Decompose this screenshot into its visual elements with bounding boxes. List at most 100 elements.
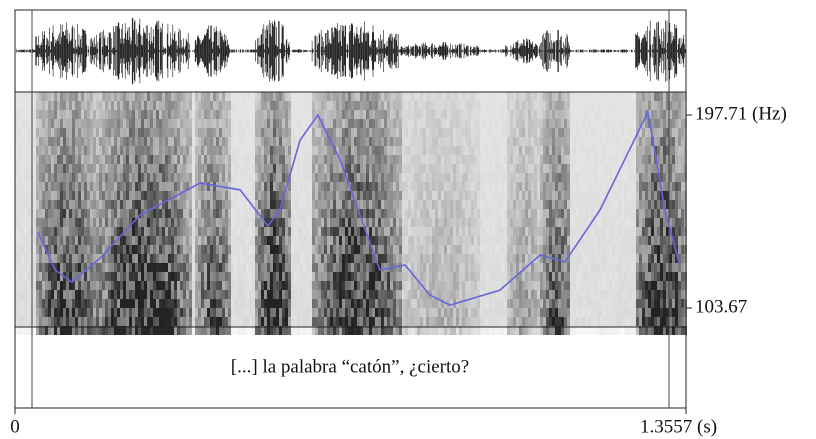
spectrogram-cell	[171, 155, 174, 164]
spectrogram-cell	[150, 119, 153, 128]
spectrogram-cell	[366, 128, 369, 137]
spectrogram-cell	[354, 281, 357, 290]
spectrogram-cell	[21, 200, 24, 209]
spectrogram-cell	[249, 191, 252, 200]
spectrogram-cell	[567, 119, 570, 128]
spectrogram-cell	[543, 263, 546, 272]
spectrogram-cell	[315, 263, 318, 272]
spectrogram-cell	[453, 317, 456, 326]
spectrogram-cell	[525, 236, 528, 245]
spectrogram-cell	[159, 182, 162, 191]
spectrogram-cell	[219, 236, 222, 245]
spectrogram-cell	[309, 182, 312, 191]
spectrogram-cell	[369, 209, 372, 218]
spectrogram-cell	[345, 317, 348, 326]
spectrogram-cell	[390, 254, 393, 263]
spectrogram-cell	[534, 218, 537, 227]
spectrogram-cell	[156, 209, 159, 218]
spectrogram-cell	[252, 128, 255, 137]
spectrogram-cell	[228, 317, 231, 326]
spectrogram-cell	[489, 227, 492, 236]
spectrogram-cell	[495, 200, 498, 209]
spectrogram-cell	[165, 218, 168, 227]
spectrogram-cell	[399, 209, 402, 218]
spectrogram-cell	[516, 101, 519, 110]
spectrogram-cell	[330, 290, 333, 299]
spectrogram-cell	[63, 254, 66, 263]
spectrogram-cell	[195, 299, 198, 308]
spectrogram-cell	[525, 227, 528, 236]
spectrogram-cell	[90, 254, 93, 263]
spectrogram-cell	[249, 101, 252, 110]
spectrogram-cell	[507, 290, 510, 299]
spectrogram-cell	[501, 173, 504, 182]
spectrogram-cell	[60, 200, 63, 209]
spectrogram-cell	[201, 155, 204, 164]
spectrogram-cell	[195, 137, 198, 146]
spectrogram-cell	[432, 218, 435, 227]
spectrogram-cell	[372, 263, 375, 272]
spectrogram-cell	[288, 281, 291, 290]
spectrogram-cell	[309, 128, 312, 137]
spectrogram-cell	[468, 272, 471, 281]
spectrogram-cell	[444, 92, 447, 101]
spectrogram-cell	[276, 110, 279, 119]
spectrogram-cell	[339, 317, 342, 326]
spectrogram-cell	[135, 191, 138, 200]
spectrogram-cell	[375, 218, 378, 227]
spectrogram-cell	[357, 182, 360, 191]
spectrogram-cell	[369, 101, 372, 110]
spectrogram-cell	[375, 227, 378, 236]
spectrogram-cell	[234, 281, 237, 290]
spectrogram-cell	[177, 308, 180, 317]
spectrogram-cell	[423, 119, 426, 128]
spectrogram-cell	[462, 191, 465, 200]
spectrogram-cell	[117, 92, 120, 101]
spectrogram-cell	[180, 110, 183, 119]
spectrogram-cell	[267, 299, 270, 308]
spectrogram-cell	[342, 146, 345, 155]
spectrogram-cell	[309, 164, 312, 173]
spectrogram-cell	[48, 227, 51, 236]
spectrogram-cell	[21, 254, 24, 263]
spectrogram-cell	[411, 128, 414, 137]
spectrogram-cell	[69, 317, 72, 326]
spectrogram-cell	[498, 263, 501, 272]
spectrogram-cell	[492, 101, 495, 110]
spectrogram-cell	[477, 317, 480, 326]
spectrogram-cell	[399, 137, 402, 146]
spectrogram-cell	[399, 308, 402, 317]
spectrogram-cell	[141, 164, 144, 173]
spectrogram-cell	[54, 119, 57, 128]
spectrogram-cell	[483, 137, 486, 146]
spectrogram-cell	[192, 245, 195, 254]
spectrogram-cell	[270, 245, 273, 254]
spectrogram-cell	[315, 200, 318, 209]
spectrogram-cell	[360, 272, 363, 281]
spectrogram-cell	[87, 173, 90, 182]
spectrogram-cell	[345, 191, 348, 200]
spectrogram-cell	[192, 173, 195, 182]
spectrogram-cell	[468, 200, 471, 209]
spectrogram-cell	[78, 281, 81, 290]
spectrogram-cell	[411, 146, 414, 155]
spectrogram-cell	[216, 191, 219, 200]
spectrogram-cell	[432, 101, 435, 110]
spectrogram-cell	[348, 218, 351, 227]
spectrogram-cell	[339, 281, 342, 290]
spectrogram-cell	[222, 119, 225, 128]
spectrogram-cell	[342, 317, 345, 326]
spectrogram-cell	[63, 191, 66, 200]
spectrogram-cell	[537, 119, 540, 128]
spectrogram-cell	[552, 218, 555, 227]
spectrogram-cell	[150, 299, 153, 308]
spectrogram-cell	[540, 101, 543, 110]
spectrogram-cell	[525, 146, 528, 155]
spectrogram-cell	[399, 290, 402, 299]
spectrogram-cell	[309, 308, 312, 317]
spectrogram-cell	[222, 245, 225, 254]
spectrogram-cell	[357, 281, 360, 290]
spectrogram-cell	[294, 254, 297, 263]
spectrogram-cell	[510, 191, 513, 200]
spectrogram-cell	[417, 254, 420, 263]
